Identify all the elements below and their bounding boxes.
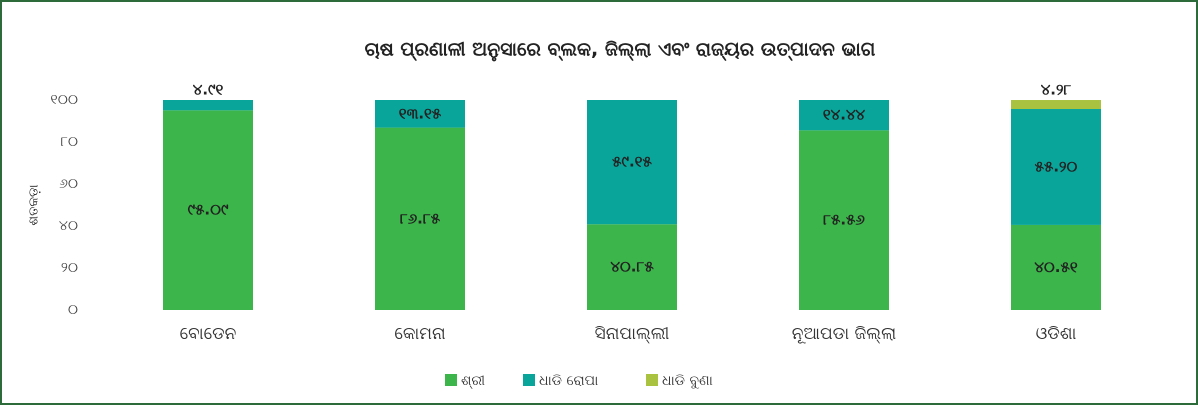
y-axis-label: ଶତକଡ଼ା (27, 184, 42, 225)
bar-segment (799, 100, 889, 131)
data-label: ୧୩.୧୫ (399, 104, 442, 122)
bar-segment (1011, 100, 1101, 110)
data-label: ୫୫.୨୦ (1035, 157, 1078, 175)
x-tick-label: ସିନାପାଲ୍ଲୀ (594, 324, 669, 344)
data-label: ୮୬.୮୫ (400, 209, 441, 227)
data-label: ୪୦.୫୧ (1034, 258, 1078, 276)
y-tick-label: ୦ (68, 302, 78, 318)
bar-segment (375, 100, 465, 128)
y-tick-label: ୨୦ (61, 260, 78, 276)
bar-segment (799, 130, 889, 310)
legend-swatch (646, 374, 658, 386)
data-label: ୧୪.୪୪ (823, 106, 866, 124)
bar-segment (1011, 224, 1101, 310)
y-tick-label: ୮୦ (61, 134, 78, 150)
data-label: ୪.୯୧ (193, 81, 224, 99)
x-tick-label: କୋମନା (394, 324, 446, 344)
bar-segment (1011, 109, 1101, 225)
bar-segment (163, 110, 253, 310)
y-tick-label: ୧୦୦ (50, 92, 78, 108)
x-tick-label: ନୂଆପଡା ଜିଲ୍ଲା (792, 324, 896, 345)
legend-swatch (445, 374, 457, 386)
data-label: ୯୫.୦୯ (188, 201, 229, 219)
bar-segment (163, 100, 253, 111)
x-tick-label: ଓଡିଶା (1036, 324, 1077, 344)
y-tick-label: ୪୦ (59, 218, 78, 234)
data-label: ୫୯.୧୫ (612, 153, 652, 171)
legend-label: ଧାଡି ରୋପା (539, 373, 598, 389)
data-label: ୪.୨୮ (1041, 81, 1073, 99)
data-label: ୮୫.୫୬ (823, 211, 865, 229)
x-tick-label: ବୋଡେନ (180, 324, 237, 344)
chart-title: ଚାଷ ପ୍ରଣାଳୀ ଅନୁସାରେ ବ୍ଲକ, ଜିଲ୍ଲା ଏବଂ ରାଜ… (365, 39, 876, 63)
legend-label: ଧାଡି ବୁଣା (662, 373, 713, 389)
bar-segment (587, 100, 677, 225)
legend-label: ଶ୍ରୀ (461, 373, 485, 389)
legend-swatch (523, 374, 535, 386)
bar-segment (587, 224, 677, 310)
y-tick-label: ୬୦ (59, 176, 78, 192)
bar-segment (375, 127, 465, 311)
data-label: ୪୦.୮୫ (610, 258, 654, 276)
